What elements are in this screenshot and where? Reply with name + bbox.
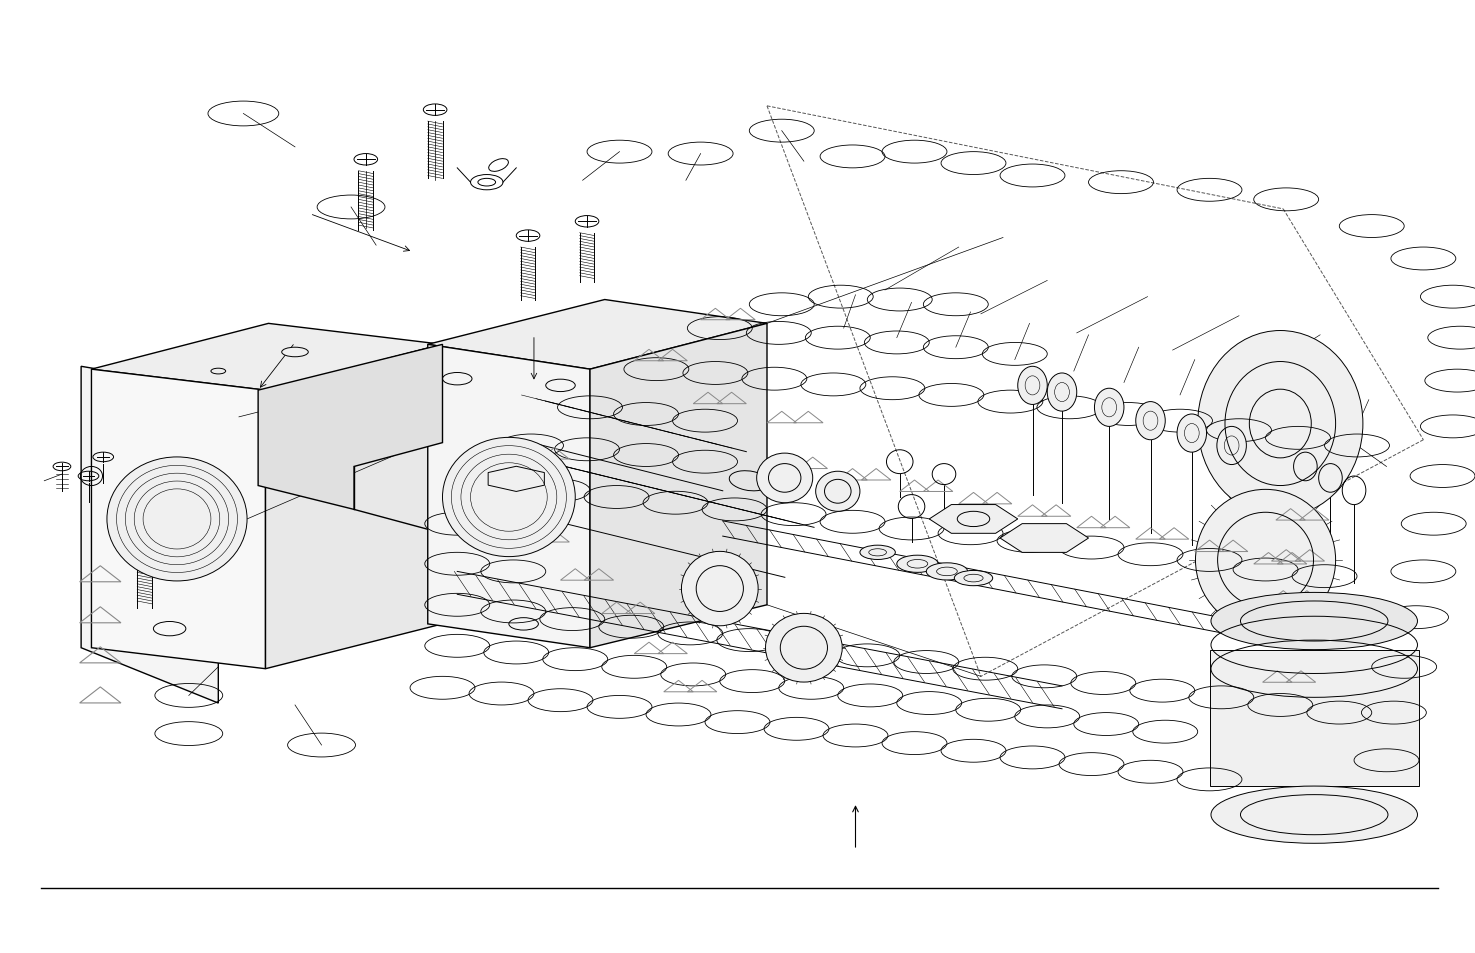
Ellipse shape: [766, 614, 842, 682]
Polygon shape: [81, 367, 273, 703]
Polygon shape: [929, 505, 1018, 534]
Ellipse shape: [1217, 427, 1246, 465]
Ellipse shape: [1094, 389, 1124, 427]
Ellipse shape: [1195, 490, 1336, 631]
Ellipse shape: [954, 571, 993, 586]
Ellipse shape: [897, 556, 938, 573]
Ellipse shape: [926, 563, 968, 580]
Ellipse shape: [1198, 331, 1363, 517]
Polygon shape: [91, 370, 266, 669]
Ellipse shape: [1211, 786, 1417, 843]
Polygon shape: [1000, 524, 1089, 553]
Ellipse shape: [1018, 367, 1047, 405]
Ellipse shape: [282, 348, 308, 357]
Polygon shape: [258, 345, 442, 510]
Ellipse shape: [108, 457, 248, 581]
Ellipse shape: [1177, 415, 1207, 453]
Ellipse shape: [681, 552, 758, 626]
Ellipse shape: [442, 438, 575, 557]
Ellipse shape: [816, 472, 860, 512]
Polygon shape: [428, 345, 590, 648]
Ellipse shape: [1047, 374, 1077, 412]
Ellipse shape: [757, 454, 813, 503]
Polygon shape: [266, 345, 442, 669]
Polygon shape: [590, 324, 767, 648]
Ellipse shape: [1136, 402, 1165, 440]
Polygon shape: [428, 300, 767, 370]
Polygon shape: [488, 467, 544, 492]
Ellipse shape: [860, 545, 895, 560]
Polygon shape: [1210, 650, 1419, 786]
Ellipse shape: [1211, 593, 1417, 650]
Polygon shape: [91, 324, 442, 391]
